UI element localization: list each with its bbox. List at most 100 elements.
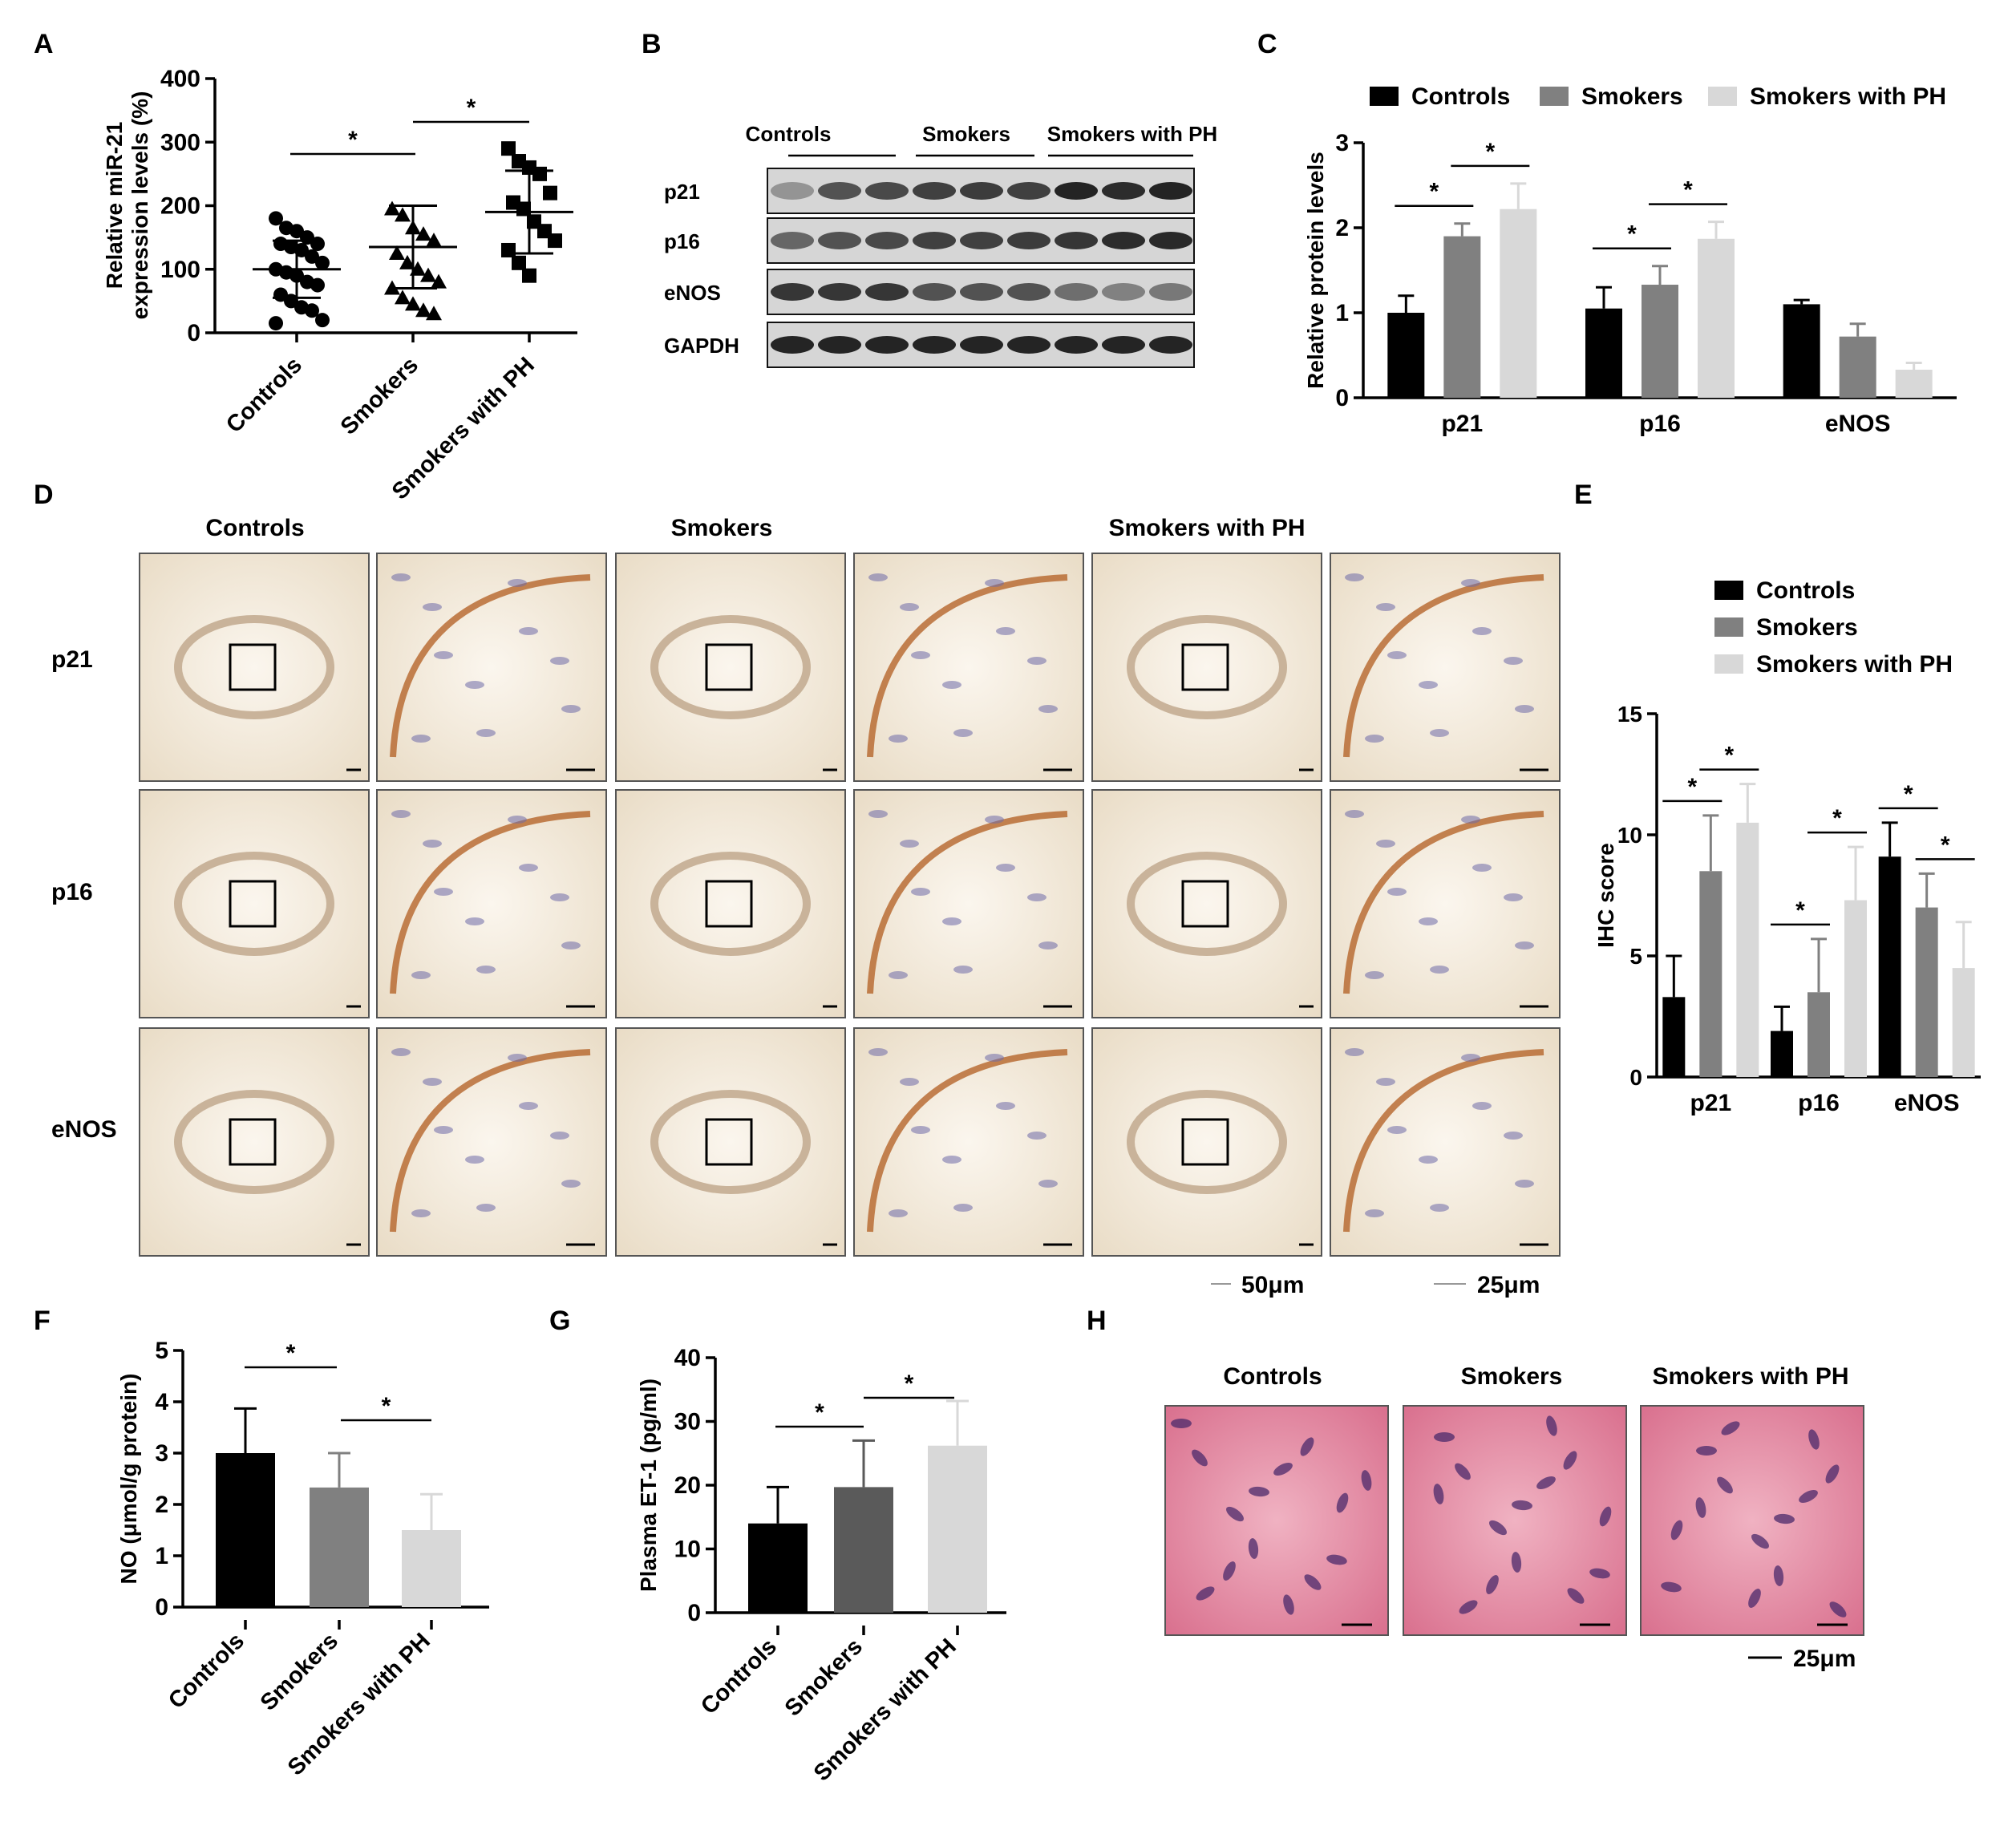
ihc-nucleus xyxy=(889,1209,908,1217)
he-nucleus xyxy=(1589,1568,1610,1579)
ihc-image-r1-c1 xyxy=(139,553,370,782)
he-nucleus xyxy=(1829,1601,1847,1618)
chart-a-y-tick-label: 300 xyxy=(160,129,200,156)
ihc-nucleus xyxy=(411,971,431,979)
ihc-vessel xyxy=(174,615,334,719)
blot-row-label-p16: p16 xyxy=(664,229,700,253)
ihc-inset-box xyxy=(229,643,277,691)
chart-a-point-smokers xyxy=(395,289,411,305)
he-nucleus xyxy=(1670,1520,1683,1541)
chart-c-y-tick-label: 3 xyxy=(1335,130,1349,156)
ihc-vessel xyxy=(650,852,811,956)
chart-a-point-controls xyxy=(269,316,283,331)
chart-a-point-smokers xyxy=(384,200,400,216)
ihc-nucleus xyxy=(1472,1102,1492,1110)
ihc-nucleus xyxy=(561,1180,581,1188)
chart-e-significance-mark: * xyxy=(1832,805,1842,832)
ihc-nucleus xyxy=(519,1102,538,1110)
ihc-nucleus xyxy=(423,1078,442,1086)
ihc-nucleus xyxy=(985,579,1004,587)
blot-band xyxy=(1149,336,1192,354)
ihc-nucleus xyxy=(423,603,442,611)
ihc-vessel-wall xyxy=(867,1049,1068,1233)
ihc-nucleus xyxy=(868,1048,888,1056)
chart-a-point-smokers xyxy=(389,245,405,260)
chart-f-x-label-smokers: Smokers xyxy=(256,1628,343,1715)
chart-a-point-smokers xyxy=(426,306,442,321)
chart-c-legend-swatch-smokers xyxy=(1540,87,1569,106)
ihc-nucleus xyxy=(1345,1048,1364,1056)
chart-f-y-tick-label: 0 xyxy=(155,1594,168,1621)
he-nucleus xyxy=(1486,1575,1499,1594)
ihc-tissue-bg xyxy=(615,789,846,1018)
chart-a-point-controls xyxy=(310,277,325,293)
chart-a-y-tick-label: 0 xyxy=(187,320,200,346)
he-nucleus xyxy=(1808,1429,1820,1450)
chart-c-legend-label-controls: Controls xyxy=(1411,83,1510,110)
blot-band xyxy=(1102,336,1145,354)
panel-letter-h: H xyxy=(1087,1306,1107,1336)
ihc-nucleus xyxy=(1027,1132,1046,1140)
ihc-row-label-p21: p21 xyxy=(51,646,93,673)
he-nucleus xyxy=(1511,1552,1522,1573)
he-nucleus xyxy=(1249,1486,1269,1497)
he-scale-bar-label: 25μm xyxy=(1793,1646,1856,1672)
blot-band xyxy=(771,182,814,200)
ihc-image-r2-c6 xyxy=(1330,789,1561,1018)
chart-f-bar-smokers xyxy=(310,1487,369,1607)
chart-e-x-label-p21: p21 xyxy=(1690,1090,1731,1116)
blot-header-controls: Controls xyxy=(746,122,832,146)
chart-f-y-tick-label: 2 xyxy=(155,1492,168,1518)
blot-band xyxy=(1055,182,1098,200)
ihc-inset-box xyxy=(1181,880,1229,928)
ihc-vessel xyxy=(1127,615,1287,719)
chart-a-point-controls xyxy=(310,237,325,252)
chart-c-significance-mark: * xyxy=(1627,221,1637,248)
chart-c-significance-mark: * xyxy=(1429,179,1439,205)
chart-f-x-label-controls: Controls xyxy=(164,1628,249,1714)
chart-a-point-smokers xyxy=(426,233,442,248)
he-nucleus xyxy=(1171,1419,1192,1428)
ihc-nucleus xyxy=(423,840,442,848)
ihc-nucleus xyxy=(434,888,453,896)
he-nucleus xyxy=(1361,1470,1372,1491)
chart-c-legend-label-smokers: Smokers xyxy=(1581,83,1683,110)
chart-c-legend-label-smokers-with-ph: Smokers with PH xyxy=(1750,83,1946,110)
chart-e-y-tick-label: 5 xyxy=(1629,944,1642,969)
he-nucleus xyxy=(1661,1581,1682,1593)
chart-a-point-smokers-with-ph xyxy=(548,233,562,249)
chart-f-bar-controls xyxy=(216,1453,275,1607)
chart-c-y-tick-label: 0 xyxy=(1335,385,1349,411)
ihc-nucleus xyxy=(411,735,431,743)
ihc-nucleus xyxy=(1345,573,1364,581)
blot-band xyxy=(818,182,861,200)
ihc-nucleus xyxy=(1430,1204,1449,1212)
ihc-nucleus xyxy=(911,888,930,896)
chart-a-significance-mark: * xyxy=(348,127,358,153)
ihc-nucleus xyxy=(1419,1156,1438,1164)
chart-a-y-tick-label: 100 xyxy=(160,257,200,283)
ihc-row-label-enos: eNOS xyxy=(51,1116,117,1143)
ihc-nucleus xyxy=(1038,1180,1058,1188)
he-nucleus xyxy=(1696,1446,1717,1456)
chart-a-point-smokers xyxy=(420,267,436,282)
he-nucleus xyxy=(1248,1538,1259,1559)
chart-e-significance-mark: * xyxy=(1941,832,1950,858)
blot-band xyxy=(818,283,861,301)
he-nucleus xyxy=(1774,1513,1795,1524)
ihc-vessel-wall xyxy=(390,1049,591,1233)
he-nucleus xyxy=(1226,1506,1244,1522)
chart-a-point-smokers xyxy=(415,302,431,318)
blot-band xyxy=(960,182,1003,200)
chart-f-no-bars: 0 1 2 3 4 5 NO (μmol/g protein) Controls Smokers… xyxy=(116,1338,489,1780)
blot-row-label-gapdh: GAPDH xyxy=(664,334,739,358)
ihc-nucleus xyxy=(465,681,484,689)
ihc-image-r2-c5 xyxy=(1091,789,1322,1018)
blot-row-label-enos: eNOS xyxy=(664,281,721,305)
chart-c-x-label-p21: p21 xyxy=(1441,411,1483,437)
panel-letter-e: E xyxy=(1574,480,1593,510)
ihc-nucleus xyxy=(550,1132,569,1140)
chart-a-x-label-controls: Controls xyxy=(221,352,307,438)
ihc-inset-box xyxy=(1181,1118,1229,1166)
chart-c-legend-swatch-controls xyxy=(1370,87,1399,106)
